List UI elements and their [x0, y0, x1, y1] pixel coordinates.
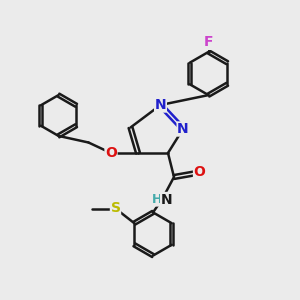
Text: O: O: [105, 146, 117, 160]
Text: N: N: [161, 193, 172, 206]
Text: O: O: [194, 166, 206, 179]
Text: H: H: [152, 193, 162, 206]
Text: N: N: [177, 122, 189, 136]
Text: N: N: [155, 98, 166, 112]
Text: F: F: [204, 35, 213, 49]
Text: S: S: [110, 202, 121, 215]
